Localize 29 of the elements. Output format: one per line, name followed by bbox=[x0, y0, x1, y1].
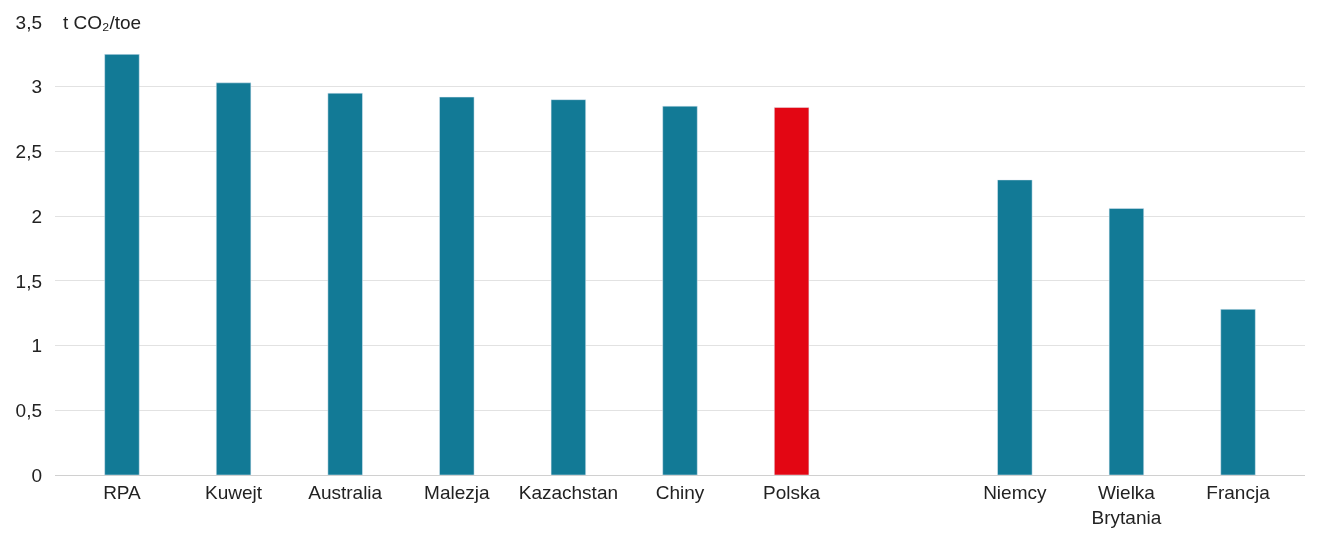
x-tick-label: Malezja bbox=[424, 481, 490, 503]
x-tick-label: Kuwejt bbox=[205, 481, 263, 503]
bar bbox=[439, 96, 475, 475]
x-tick-label: Niemcy bbox=[983, 481, 1047, 503]
x-tick-label: Francja bbox=[1206, 481, 1271, 503]
y-axis-title: t CO₂/toe bbox=[63, 12, 142, 33]
y-tick-label: 0,5 bbox=[15, 399, 42, 421]
bar bbox=[104, 54, 140, 475]
bar bbox=[327, 92, 363, 475]
bar bbox=[997, 179, 1033, 475]
bar bbox=[662, 105, 698, 475]
bar bbox=[1220, 309, 1256, 475]
y-tick-label: 1 bbox=[31, 335, 42, 357]
x-tick-label: Australia bbox=[308, 481, 383, 503]
x-tick-label: Wielka Brytania bbox=[1091, 481, 1162, 528]
y-tick-label: 3,5 bbox=[15, 11, 42, 33]
y-tick-label: 2 bbox=[31, 205, 42, 227]
bar bbox=[216, 82, 252, 475]
bar bbox=[774, 107, 810, 475]
x-tick-label: RPA bbox=[103, 481, 142, 503]
y-tick-label: 2,5 bbox=[15, 141, 42, 163]
bar bbox=[1108, 208, 1144, 475]
x-tick-label: Polska bbox=[763, 481, 821, 503]
x-tick-label: Kazachstan bbox=[518, 481, 619, 503]
y-tick-label: 0 bbox=[31, 464, 42, 486]
x-tick-label: Chiny bbox=[655, 481, 705, 503]
y-tick-label: 1,5 bbox=[15, 270, 42, 292]
bar bbox=[550, 99, 586, 475]
y-tick-label: 3 bbox=[31, 76, 42, 98]
